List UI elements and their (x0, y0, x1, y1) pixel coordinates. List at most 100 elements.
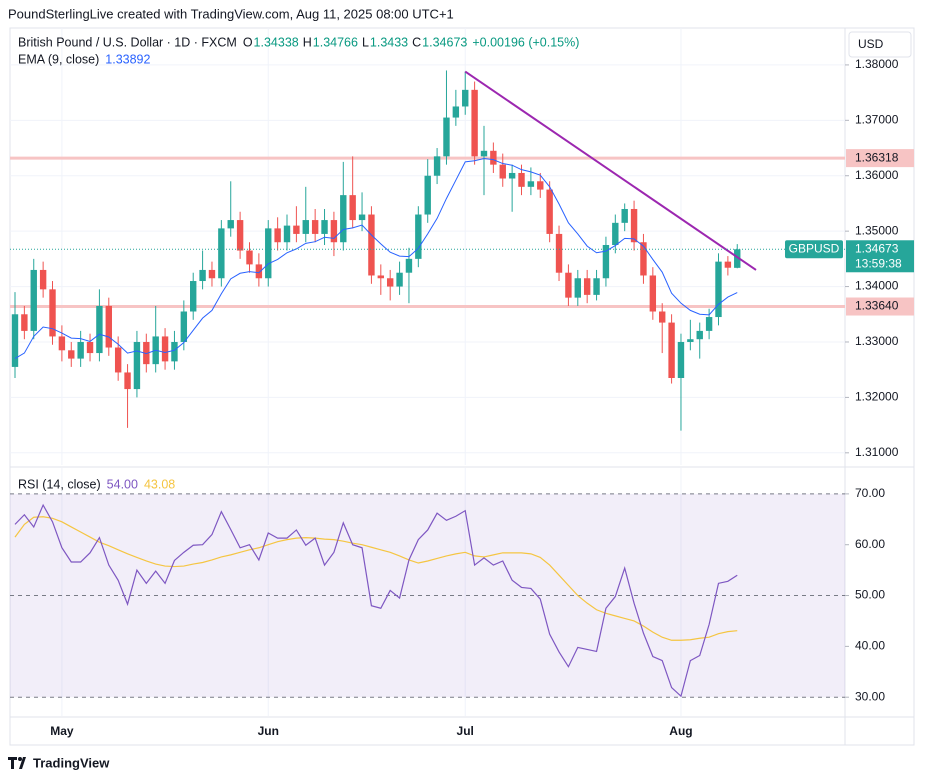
candles (11, 70, 741, 431)
candle-body (190, 281, 197, 312)
y-tick-label: 1.31000 (855, 445, 899, 459)
candle-body (386, 278, 394, 287)
header: PoundSterlingLive created with TradingVi… (8, 6, 454, 21)
candle-body (452, 106, 460, 118)
legend-text: 1.33892 (105, 52, 150, 66)
candle-body (537, 181, 544, 190)
candle-body (161, 336, 169, 362)
y-tick-label: 50.00 (855, 588, 885, 602)
candle-body (246, 250, 253, 265)
candle-body (199, 269, 206, 282)
legend-text: +0.00196 (+0.15%) (472, 35, 579, 49)
candle-body (321, 220, 328, 234)
symbol-label: GBPUSD (789, 241, 840, 255)
legend-text: 1.34766 (313, 35, 358, 49)
candle-body (508, 172, 516, 179)
candle-body (208, 269, 216, 279)
candle-body (593, 278, 600, 295)
candle-body (499, 164, 506, 179)
legend-text: 54.00 (107, 477, 138, 491)
frame (9, 27, 915, 746)
candle-body (283, 225, 291, 243)
candle-body (705, 317, 713, 331)
candle-body (11, 314, 19, 367)
legend-text: 1.34673 (422, 35, 467, 49)
candle-body (621, 208, 628, 223)
y-tick-label: 1.36000 (855, 168, 899, 182)
candle-body (77, 341, 84, 359)
candle-body (415, 214, 422, 259)
candle-body (555, 233, 563, 273)
candle-body (377, 275, 385, 279)
footer-brand: TradingView (33, 755, 110, 770)
candle-body (527, 181, 535, 187)
candle-body (218, 228, 225, 279)
legend-text: 43.08 (144, 477, 175, 491)
candle-body (565, 272, 572, 298)
candle-body (114, 347, 122, 373)
rsi-ma-line (14, 516, 738, 641)
y-tick-label: 1.34000 (855, 279, 899, 293)
legend-text: 1.3433 (370, 35, 408, 49)
candle-body (311, 220, 319, 234)
x-tick-label: Aug (669, 724, 692, 738)
current-price-box (846, 240, 914, 273)
candle-body (49, 289, 56, 337)
candle-body (255, 264, 263, 279)
y-tick-label: 1.38000 (855, 57, 899, 71)
y-tick-label: 1.35000 (855, 223, 899, 237)
candle-body (58, 336, 66, 351)
level-label-box (846, 297, 914, 316)
candle-body (630, 208, 638, 243)
candle-body (480, 150, 488, 157)
candle-body (583, 278, 591, 295)
y-tick-label: 60.00 (855, 537, 885, 551)
candle-body (39, 269, 47, 290)
candle-body (293, 225, 300, 234)
legend-text: EMA (9, close) (18, 52, 99, 66)
candle-body (340, 195, 347, 243)
legend-text: H (303, 35, 312, 49)
candle-body (274, 228, 281, 243)
candle-body (265, 228, 272, 279)
candle-body (677, 341, 685, 378)
rsi-line (14, 503, 738, 698)
candle-body (180, 311, 188, 342)
candle-body (715, 261, 722, 318)
candle-body (86, 341, 94, 354)
level-label-box (846, 149, 914, 168)
candle-body (124, 372, 131, 390)
y-tick-label: 30.00 (855, 689, 885, 703)
candle-body (649, 275, 657, 312)
y-tick-label: 40.00 (855, 639, 885, 653)
legend-text: British Pound / U.S. Dollar · 1D · FXCM (18, 35, 237, 49)
level-label: 1.36318 (855, 150, 899, 164)
level-label: 1.33640 (855, 299, 899, 313)
legend-text: 1.34338 (254, 35, 299, 49)
candle-body (424, 175, 431, 215)
candle-body (659, 311, 666, 323)
candle-body (21, 314, 28, 331)
legend-text: L (362, 35, 369, 49)
y-tick-label: 70.00 (855, 486, 885, 500)
candle-body (724, 261, 732, 268)
symbol-box (785, 240, 843, 259)
candle-body (443, 117, 450, 157)
currency-box[interactable] (848, 31, 912, 58)
candle-body (433, 156, 441, 176)
candle-body (143, 341, 150, 365)
candle-body (696, 330, 703, 340)
candle-body (396, 272, 403, 287)
candle-body (405, 258, 413, 273)
candle-body (133, 341, 141, 390)
legend-text: O (243, 35, 253, 49)
candle-body (349, 195, 356, 221)
candle-body (574, 278, 581, 298)
candle-body (602, 245, 610, 279)
candle-body (105, 305, 112, 348)
x-tick-label: May (50, 724, 74, 738)
candle-body (68, 350, 75, 359)
y-tick-label: 1.32000 (855, 390, 899, 404)
